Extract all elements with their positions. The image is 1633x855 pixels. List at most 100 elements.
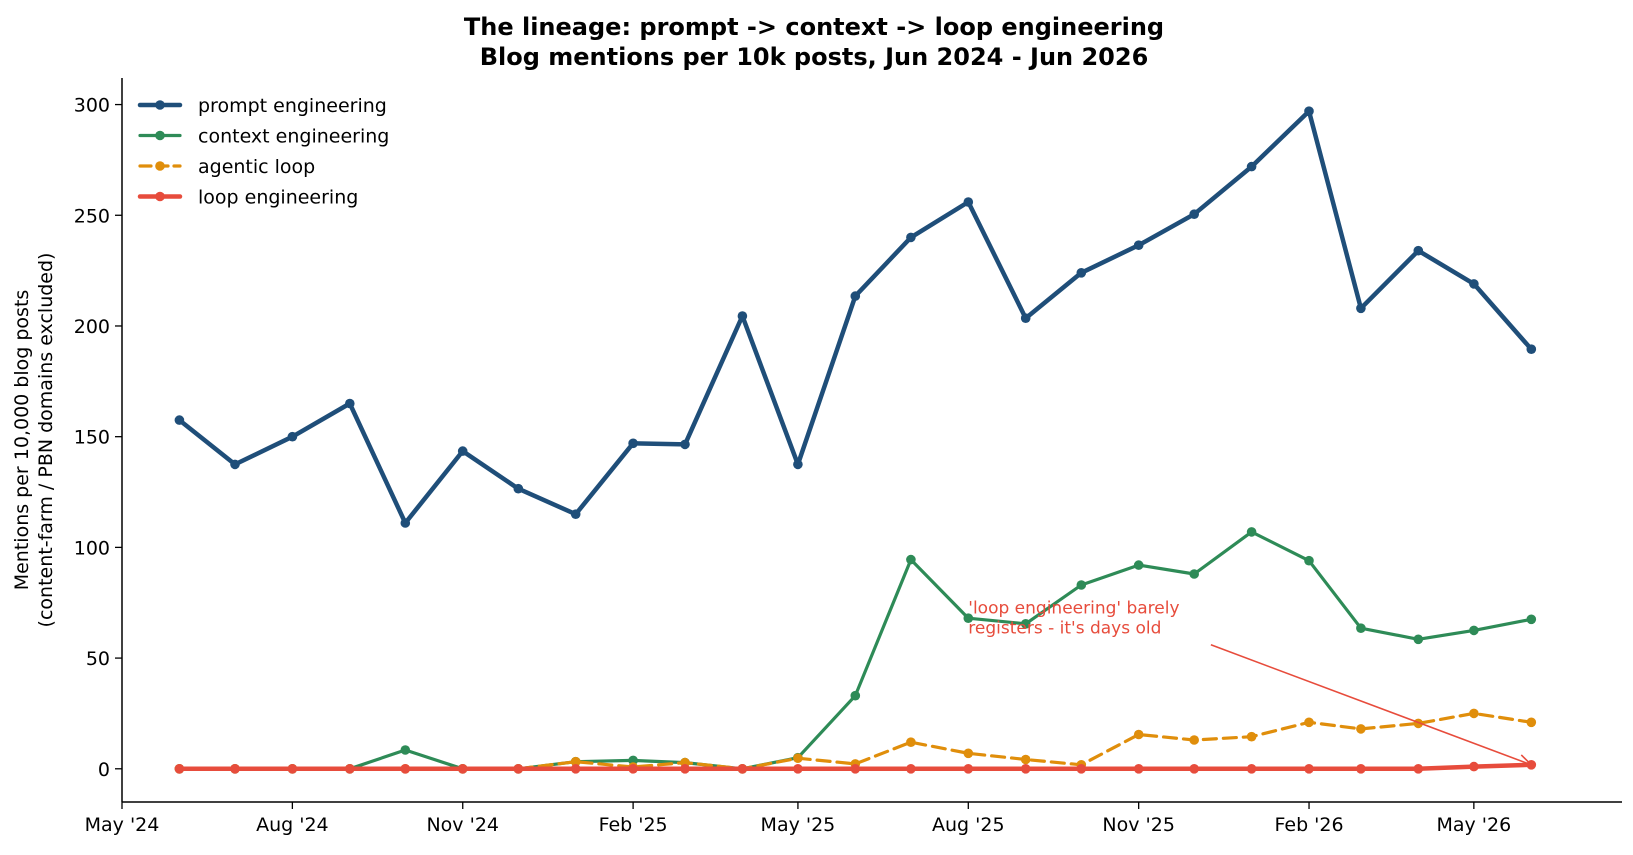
data-point xyxy=(963,197,974,207)
legend-label: loop engineering xyxy=(198,187,358,209)
data-point xyxy=(1413,245,1424,256)
x-tick-label: Nov '25 xyxy=(1102,814,1175,836)
legend-label: agentic loop xyxy=(198,156,315,178)
data-point xyxy=(513,764,524,774)
data-point xyxy=(1304,106,1314,116)
series-prompt-engineering xyxy=(174,106,1537,528)
chart-title: The lineage: prompt -> context -> loop e… xyxy=(464,13,1164,41)
data-point xyxy=(850,690,861,701)
data-point xyxy=(1076,580,1087,590)
annotation-text-line: 'loop engineering' barely xyxy=(968,599,1179,619)
y-tick-label: 200 xyxy=(74,316,110,338)
data-point xyxy=(287,764,298,774)
legend-swatch-marker xyxy=(155,161,165,171)
data-point xyxy=(680,439,690,450)
data-point xyxy=(1133,729,1144,740)
data-point xyxy=(1246,527,1257,537)
legend: prompt engineering context engineering age… xyxy=(137,95,389,209)
y-axis-label-sub: (content-farm / PBN domains excluded) xyxy=(35,253,57,628)
y-tick-label: 150 xyxy=(74,427,110,449)
data-point xyxy=(174,764,185,774)
data-point xyxy=(1246,764,1257,774)
data-point xyxy=(1189,735,1199,745)
data-point xyxy=(1020,619,1031,629)
data-point xyxy=(400,745,411,755)
series-layer xyxy=(174,106,1537,774)
data-point xyxy=(287,431,298,442)
data-point xyxy=(850,291,861,301)
data-point xyxy=(906,554,916,565)
data-point xyxy=(1356,303,1366,314)
data-point xyxy=(1526,717,1537,728)
y-axis-label: Mentions per 10,000 blog posts (content-… xyxy=(11,253,57,628)
legend-swatch-marker xyxy=(155,130,165,141)
data-point xyxy=(737,311,748,321)
data-point xyxy=(345,398,355,409)
data-point xyxy=(400,518,411,528)
x-tick-label: Aug '25 xyxy=(932,814,1005,836)
data-point xyxy=(1133,764,1144,774)
annotation-arrow-line xyxy=(1210,644,1532,766)
data-point xyxy=(1469,761,1479,772)
data-point xyxy=(963,748,974,759)
data-point xyxy=(737,764,748,774)
data-point xyxy=(1020,313,1031,324)
data-point xyxy=(850,764,861,774)
data-point xyxy=(1469,708,1479,719)
data-point xyxy=(1356,623,1366,633)
data-point xyxy=(1246,731,1257,742)
data-point xyxy=(1356,724,1366,734)
legend-item: agentic loop xyxy=(138,156,315,178)
y-tick-label: 300 xyxy=(74,95,110,117)
legend-swatch-marker xyxy=(155,100,165,110)
data-point xyxy=(906,764,916,774)
data-point xyxy=(793,753,803,763)
data-point xyxy=(1356,764,1366,774)
y-tick-label: 100 xyxy=(74,537,110,559)
annotation-arrow-head xyxy=(1517,754,1534,767)
legend-item: context engineering xyxy=(138,126,389,148)
data-point xyxy=(174,415,185,425)
data-point xyxy=(400,764,411,774)
x-tick-label: Feb '26 xyxy=(1274,814,1343,836)
data-point xyxy=(963,764,974,774)
data-point xyxy=(1020,764,1031,774)
legend-swatch-marker xyxy=(155,191,165,202)
chart-subtitle: Blog mentions per 10k posts, Jun 2024 - … xyxy=(480,43,1149,71)
legend-item: prompt engineering xyxy=(137,95,387,117)
y-axis-label-main: Mentions per 10,000 blog posts xyxy=(11,290,33,591)
data-point xyxy=(1304,764,1314,774)
x-tick-label: May '26 xyxy=(1436,814,1511,836)
data-point xyxy=(1133,240,1144,250)
legend-label: context engineering xyxy=(198,126,389,148)
data-point xyxy=(1020,754,1031,765)
data-point xyxy=(680,764,690,774)
data-point xyxy=(513,483,524,494)
annotation-text-line: registers - it's days old xyxy=(968,619,1161,639)
x-tick-label: Feb '25 xyxy=(599,814,668,836)
data-point xyxy=(570,509,581,519)
legend-item: loop engineering xyxy=(137,187,358,209)
data-point xyxy=(1304,717,1314,728)
series-loop-engineering xyxy=(174,760,1537,774)
data-point xyxy=(1413,634,1424,645)
data-point xyxy=(628,755,638,766)
data-point xyxy=(1526,344,1537,355)
data-point xyxy=(457,446,468,456)
data-point xyxy=(570,756,581,767)
y-tick-label: 50 xyxy=(86,648,110,670)
data-point xyxy=(906,737,916,747)
x-tick-label: May '25 xyxy=(761,814,836,836)
data-point xyxy=(570,764,581,774)
data-point xyxy=(793,764,803,774)
data-point xyxy=(628,764,638,774)
data-point xyxy=(1133,560,1144,570)
y-tick-label: 250 xyxy=(74,205,110,227)
x-tick-label: Aug '24 xyxy=(256,814,329,836)
data-point xyxy=(1469,279,1479,289)
data-point xyxy=(1469,625,1479,636)
data-point xyxy=(628,438,638,449)
data-point xyxy=(230,764,240,774)
